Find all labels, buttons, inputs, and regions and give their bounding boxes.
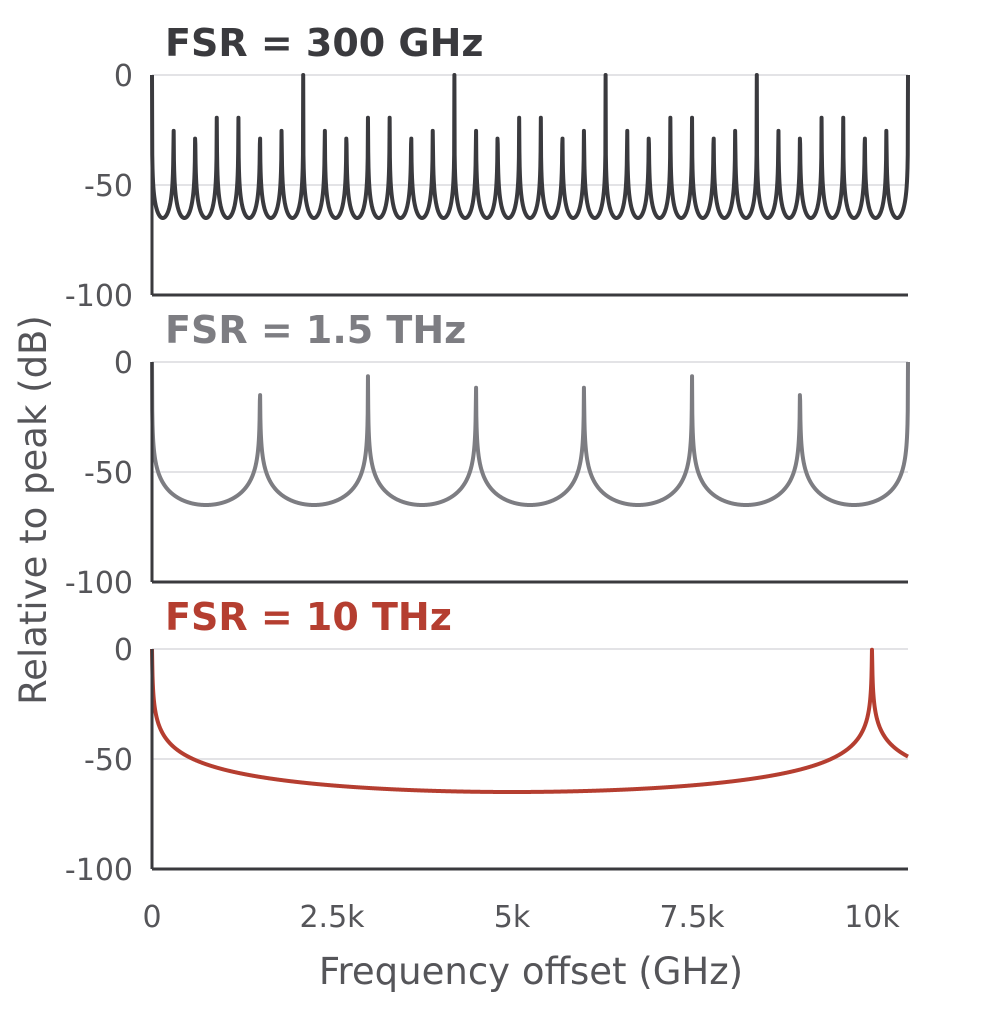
x-tick-label: 2.5k: [299, 900, 365, 935]
panels: 0 -50 -100 FSR = 300 GHz 0 -50 -100 FSR = 1.5 T…: [65, 21, 910, 888]
x-tick-label: 0: [142, 900, 161, 935]
y-tick-label: -100: [65, 566, 133, 601]
panel-3: 0 -50 -100 FSR = 10 THz: [65, 595, 910, 888]
series-line: [150, 73, 910, 220]
x-tick-label: 10k: [844, 900, 900, 935]
panel-2: 0 -50 -100 FSR = 1.5 THz: [65, 308, 910, 601]
y-tick-label: -100: [65, 279, 133, 314]
y-tick-label: 0: [114, 633, 133, 668]
panel-title: FSR = 10 THz: [165, 595, 452, 639]
panel-1: 0 -50 -100 FSR = 300 GHz: [65, 21, 910, 314]
x-tick-label: 5k: [494, 900, 531, 935]
panel-title: FSR = 1.5 THz: [165, 308, 466, 352]
series-line: [150, 647, 910, 794]
y-tick-label: -50: [84, 456, 133, 491]
y-tick-label: 0: [114, 59, 133, 94]
panel-title: FSR = 300 GHz: [165, 21, 484, 65]
y-tick-label: -50: [84, 743, 133, 778]
x-axis-label: Frequency offset (GHz): [319, 950, 743, 993]
y-tick-label: -50: [84, 169, 133, 204]
y-axis-label: Relative to peak (dB): [12, 315, 55, 705]
y-tick-label: 0: [114, 346, 133, 381]
series-line: [150, 361, 910, 507]
y-tick-label: -100: [65, 853, 133, 888]
x-tick-label: 7.5k: [659, 900, 725, 935]
x-axis: 0 2.5k 5k 7.5k 10k: [142, 900, 900, 935]
